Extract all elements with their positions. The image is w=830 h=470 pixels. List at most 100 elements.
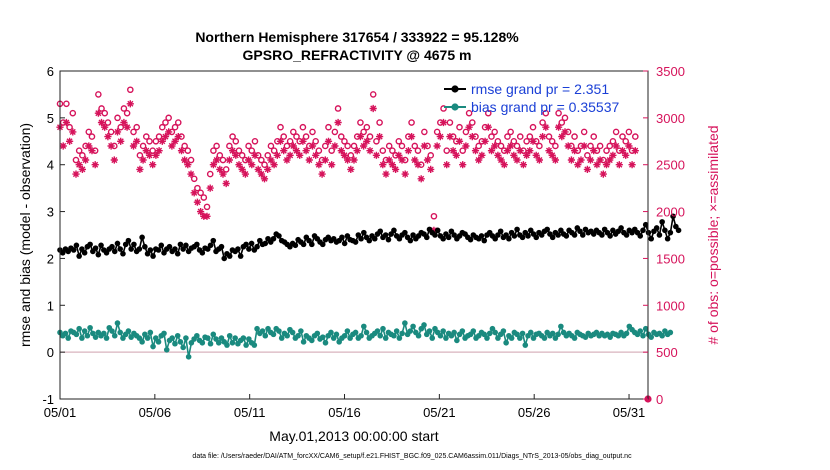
rmse-point — [221, 255, 228, 262]
y-right-tick-label: 1000 — [656, 298, 685, 313]
possible-obs-point — [72, 156, 80, 164]
possible-obs-point — [373, 137, 380, 145]
possible-obs-point — [443, 147, 451, 154]
y-tick-label: 4 — [47, 158, 54, 173]
assimilated-obs-point — [558, 133, 566, 141]
assimilated-obs-point — [423, 156, 432, 164]
assimilated-obs-point — [574, 161, 582, 169]
rmse-point — [111, 248, 118, 255]
bias-point — [147, 329, 154, 336]
assimilated-obs-point — [372, 151, 380, 159]
assimilated-obs-point — [446, 133, 454, 141]
possible-obs-point — [248, 147, 256, 154]
assimilated-obs-point — [229, 147, 237, 155]
rmse-point — [254, 243, 260, 250]
assimilated-obs-point — [251, 151, 259, 159]
legend-rmse-marker — [451, 85, 459, 93]
bias-point — [161, 330, 167, 337]
rmse-point — [371, 235, 378, 242]
bias-point — [322, 339, 329, 346]
possible-obs-point — [488, 133, 495, 140]
possible-obs-point — [79, 152, 86, 159]
assimilated-obs-point — [580, 142, 588, 150]
assimilated-obs-point — [602, 161, 611, 169]
assimilated-obs-point — [280, 147, 288, 155]
assimilated-obs-point — [510, 151, 518, 159]
possible-obs-point — [584, 152, 591, 159]
rmse-point — [262, 240, 269, 247]
y-tick-label: -1 — [42, 392, 54, 407]
possible-obs-point — [526, 133, 534, 140]
assimilated-obs-point — [245, 156, 253, 164]
bias-point — [177, 339, 184, 345]
rmse-point — [319, 241, 326, 248]
possible-obs-point — [286, 137, 294, 145]
possible-obs-point — [516, 133, 524, 140]
bias-point — [440, 328, 446, 334]
assimilated-obs-point — [78, 165, 86, 173]
possible-obs-point — [267, 142, 275, 150]
bias-point — [527, 329, 534, 336]
assimilated-obs-point — [535, 156, 543, 164]
possible-obs-point — [529, 123, 537, 131]
assimilated-obs-point — [382, 170, 390, 178]
assimilated-obs-point — [497, 156, 505, 164]
bias-point — [519, 330, 526, 337]
possible-obs-point — [216, 152, 224, 159]
bias-point — [623, 330, 630, 337]
rmse-point — [139, 234, 145, 241]
assimilated-obs-point — [136, 165, 144, 173]
bias-point — [363, 329, 370, 336]
y-axis-label-left: rmse and bias (model - observation) — [17, 123, 33, 347]
assimilated-obs-point — [408, 133, 416, 141]
rmse-point — [563, 233, 570, 239]
possible-obs-point — [302, 133, 310, 140]
assimilated-obs-point — [107, 142, 115, 150]
possible-obs-point — [545, 133, 553, 140]
assimilated-obs-point — [398, 156, 406, 164]
assimilated-obs-point — [82, 156, 90, 164]
assimilated-obs-point — [350, 156, 358, 164]
assimilated-obs-point — [430, 226, 438, 234]
bias-point — [484, 335, 490, 341]
assimilated-obs-point — [75, 161, 83, 169]
assimilated-obs-point — [302, 147, 310, 155]
bias-point — [549, 330, 556, 337]
bias-point — [226, 332, 233, 339]
rmse-point — [177, 241, 184, 248]
bias-point — [522, 342, 529, 348]
possible-obs-point — [328, 147, 335, 154]
possible-obs-point — [184, 147, 192, 154]
bias-point — [65, 335, 72, 341]
rmse-point — [423, 234, 430, 241]
assimilated-obs-point — [267, 156, 275, 164]
assimilated-obs-point — [631, 147, 639, 155]
y-right-tick-label: 1500 — [656, 251, 685, 266]
rmse-point — [659, 219, 665, 225]
assimilated-obs-point — [149, 161, 157, 169]
bias-point — [111, 332, 118, 339]
possible-obs-point — [75, 147, 83, 154]
assimilated-obs-point — [155, 147, 163, 155]
possible-obs-point — [350, 142, 358, 150]
assimilated-obs-point — [158, 137, 166, 145]
possible-obs-point — [539, 119, 546, 126]
assimilated-obs-point — [110, 156, 118, 164]
rmse-point — [514, 226, 520, 233]
rmse-point — [95, 251, 102, 258]
assimilated-obs-point — [417, 175, 425, 183]
assimilated-obs-point — [142, 147, 150, 155]
bias-point — [87, 324, 93, 331]
possible-obs-point — [315, 147, 323, 154]
rmse-point — [549, 234, 556, 241]
possible-obs-point — [625, 128, 633, 136]
assimilated-obs-point — [312, 151, 320, 159]
bias-point — [492, 329, 498, 336]
assimilated-obs-point — [187, 170, 195, 178]
assimilated-obs-point — [376, 133, 384, 141]
assimilated-obs-point — [209, 161, 217, 169]
bias-point — [210, 331, 217, 338]
rmse-point — [73, 242, 80, 249]
assimilated-obs-point — [388, 161, 396, 169]
bias-point — [207, 340, 214, 347]
